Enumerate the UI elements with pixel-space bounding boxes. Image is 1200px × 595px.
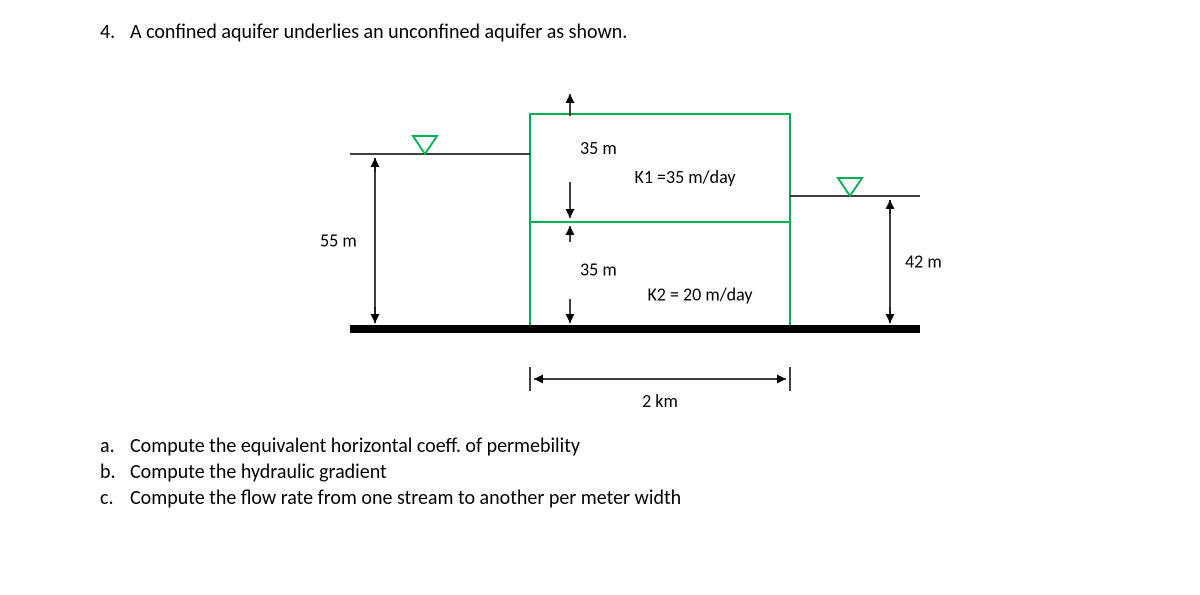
svg-text:35 m: 35 m <box>580 259 617 281</box>
svg-text:K1 =35 m/day: K1 =35 m/day <box>634 166 736 188</box>
svg-text:2 km: 2 km <box>642 390 678 412</box>
problem-text: A confined aquifer underlies an unconfin… <box>130 20 627 44</box>
subpart-text: Compute the hydraulic gradient <box>130 460 387 484</box>
subpart-text: Compute the equivalent horizontal coeff.… <box>130 434 580 458</box>
subpart-a: a. Compute the equivalent horizontal coe… <box>100 434 1100 458</box>
problem-number: 4. <box>100 20 130 44</box>
svg-text:35 m: 35 m <box>580 137 617 159</box>
subpart-letter: c. <box>100 486 130 510</box>
subpart-text: Compute the flow rate from one stream to… <box>130 486 681 510</box>
diagram-svg: 55 m 42 m 35 m 35 m K1 =35 m/day K2 = 20 m/da… <box>250 84 950 414</box>
aquifer-diagram: 55 m 42 m 35 m 35 m K1 =35 m/day K2 = 20 m/da… <box>250 84 950 414</box>
subparts: a. Compute the equivalent horizontal coe… <box>100 434 1100 510</box>
svg-text:K2 = 20 m/day: K2 = 20 m/day <box>647 284 753 306</box>
svg-text:42 m: 42 m <box>905 251 942 273</box>
subpart-letter: a. <box>100 434 130 458</box>
subpart-c: c. Compute the flow rate from one stream… <box>100 486 1100 510</box>
svg-text:55 m: 55 m <box>320 230 357 252</box>
subpart-b: b. Compute the hydraulic gradient <box>100 460 1100 484</box>
problem-statement: 4. A confined aquifer underlies an uncon… <box>100 20 1100 44</box>
subpart-letter: b. <box>100 460 130 484</box>
page: 4. A confined aquifer underlies an uncon… <box>0 0 1200 510</box>
